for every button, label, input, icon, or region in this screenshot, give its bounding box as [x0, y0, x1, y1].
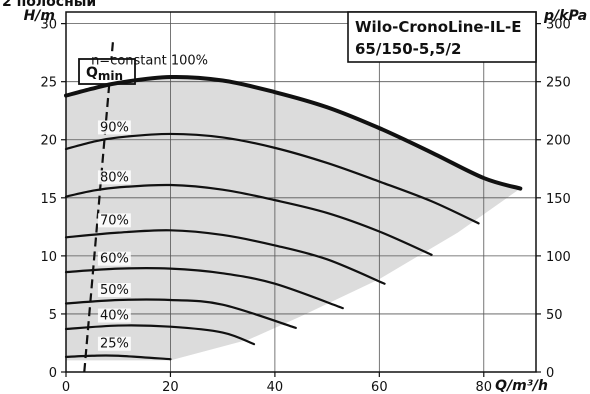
y-tick-label: 20 — [40, 134, 57, 149]
axes — [61, 11, 541, 377]
curve-label: 70% — [100, 213, 129, 228]
curve-label-bg — [97, 336, 131, 351]
curve-50 — [64, 298, 297, 329]
y-tick-label: 10 — [40, 250, 57, 265]
model-title-line: Wilo-CronoLine-IL-E — [355, 18, 521, 36]
curve-80 — [64, 183, 433, 256]
curve-25 — [64, 354, 172, 361]
y2-tick-label: 50 — [546, 308, 563, 323]
y2-axis-label: p/kPa — [543, 8, 587, 24]
curve-label: 40% — [100, 309, 129, 324]
qmin-label-sub: min — [98, 69, 123, 83]
curve-label: 25% — [100, 337, 129, 352]
qmin-label-q: Q — [86, 65, 98, 81]
y-tick-label: 15 — [40, 192, 57, 207]
x-tick-label: 60 — [371, 380, 388, 394]
y2-tick-label: 200 — [546, 134, 571, 149]
title-box-frame — [347, 11, 537, 63]
curve-40 — [64, 324, 256, 346]
y2-tick-label: 0 — [546, 366, 554, 381]
curve-70 — [64, 229, 386, 285]
y-tick-label: 25 — [40, 76, 57, 91]
x-tick-label: 0 — [62, 380, 70, 394]
y-tick-label: 30 — [40, 18, 57, 33]
curve-label-bg — [97, 283, 131, 297]
y-tick-label: 0 — [49, 366, 57, 381]
curve-label: 60% — [100, 252, 129, 267]
curve-60 — [64, 267, 344, 310]
plot-frame — [65, 11, 537, 373]
page-header: 2 полосный — [2, 0, 96, 10]
x-tick-label: 20 — [162, 380, 179, 394]
y2-tick-label: 100 — [546, 250, 571, 265]
x-tick-label: 80 — [476, 380, 493, 394]
curve-label: 50% — [100, 283, 129, 298]
curve-100 — [64, 74, 523, 191]
x-axis-label: Q/m³/h — [495, 378, 548, 394]
curve-label: 80% — [100, 170, 129, 185]
y-axis-label: H/m — [24, 8, 55, 24]
curve-90 — [64, 132, 480, 225]
y-tick-label: 5 — [49, 308, 57, 323]
curve-label: n=constant 100% — [91, 53, 208, 68]
y2-tick-label: 250 — [546, 76, 571, 91]
curve-label-bg — [97, 251, 131, 266]
y2-tick-label: 150 — [546, 192, 571, 207]
operating-area — [66, 77, 521, 361]
curve-label-bg — [97, 213, 131, 228]
curve-label-bg — [97, 308, 131, 323]
operating-area-fill — [66, 77, 521, 361]
curve-label: 90% — [100, 120, 129, 135]
curve-label-bg — [97, 120, 131, 135]
title-box: Wilo-CronoLine-IL-E 65/150-5,5/2 — [347, 11, 537, 63]
y2-tick-label: 300 — [546, 18, 571, 33]
tick-labels: 0 20 40 60 80051015202530050100150200250300H… — [24, 8, 588, 394]
curve-label-bg — [97, 170, 131, 185]
model-title-line: 65/150-5,5/2 — [355, 40, 461, 58]
qmin-label: Qmin — [86, 65, 123, 83]
curves: n=constant 100% 90% 80% 70% 60% 50% 40% 25% — [64, 53, 523, 361]
x-tick-label: 40 — [267, 380, 284, 394]
